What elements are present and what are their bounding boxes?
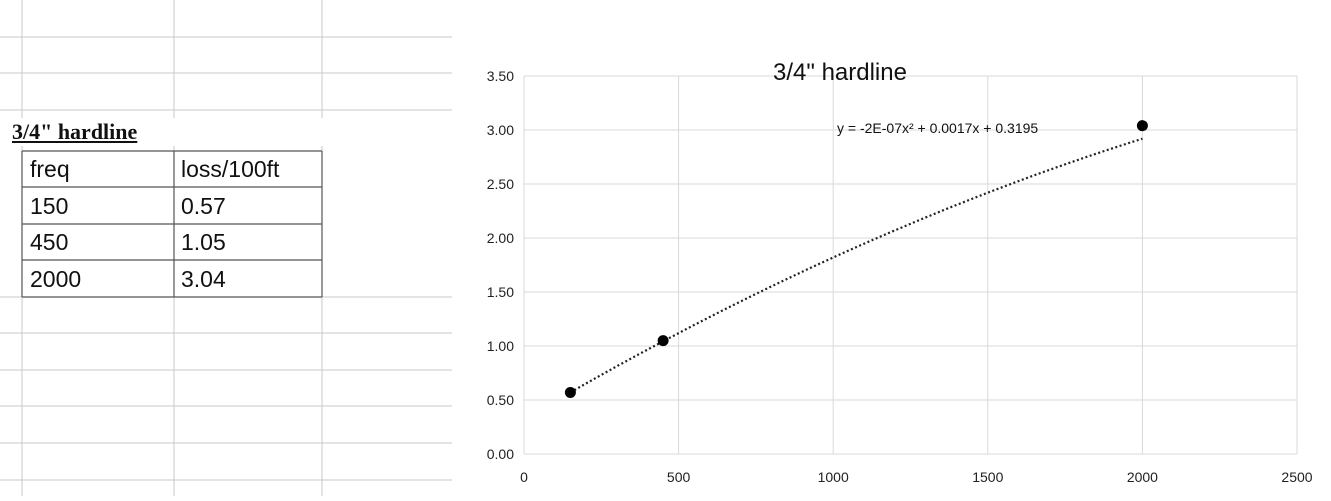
- y-tick-label: 1.50: [487, 284, 514, 300]
- chart-title: 3/4" hardline: [773, 59, 907, 86]
- header-loss: loss/100ft: [181, 156, 280, 182]
- header-freq: freq: [30, 156, 70, 182]
- cell-freq-1: 150: [30, 193, 69, 219]
- trendline-equation: y = -2E-07x² + 0.0017x + 0.3195: [837, 120, 1038, 136]
- x-tick-label: 0: [520, 469, 528, 485]
- trendline: [569, 137, 1143, 394]
- data-point: [564, 386, 576, 398]
- y-tick-label: 0.50: [487, 392, 514, 408]
- y-tick-label: 2.00: [487, 230, 514, 246]
- x-tick-label: 2500: [1281, 469, 1312, 485]
- cell-loss-1: 0.57: [181, 193, 226, 219]
- cell-loss-2: 1.05: [181, 229, 226, 255]
- x-tick-label: 500: [667, 469, 691, 485]
- x-tick-label: 1500: [972, 469, 1003, 485]
- table-title: 3/4" hardline: [12, 119, 138, 144]
- x-tick-label: 2000: [1127, 469, 1158, 485]
- data-point: [1136, 120, 1148, 132]
- y-tick-label: 3.00: [487, 122, 514, 138]
- y-tick-label: 1.00: [487, 338, 514, 354]
- cell-loss-3: 3.04: [181, 266, 226, 292]
- data-point: [657, 335, 669, 347]
- chart-svg: 0.00 0.50 1.00 1.50 2.00 2.50 3.00 3.50 0 500 1000…: [487, 59, 1313, 485]
- x-tick-label: 1000: [818, 469, 849, 485]
- y-tick-label: 0.00: [487, 446, 514, 462]
- cell-freq-3: 2000: [30, 266, 82, 292]
- chart-panel[interactable]: 0.00 0.50 1.00 1.50 2.00 2.50 3.00 3.50 0 500 1000…: [452, 0, 1331, 496]
- y-tick-label: 3.50: [487, 68, 514, 84]
- y-tick-label: 2.50: [487, 176, 514, 192]
- cell-freq-2: 450: [30, 229, 69, 255]
